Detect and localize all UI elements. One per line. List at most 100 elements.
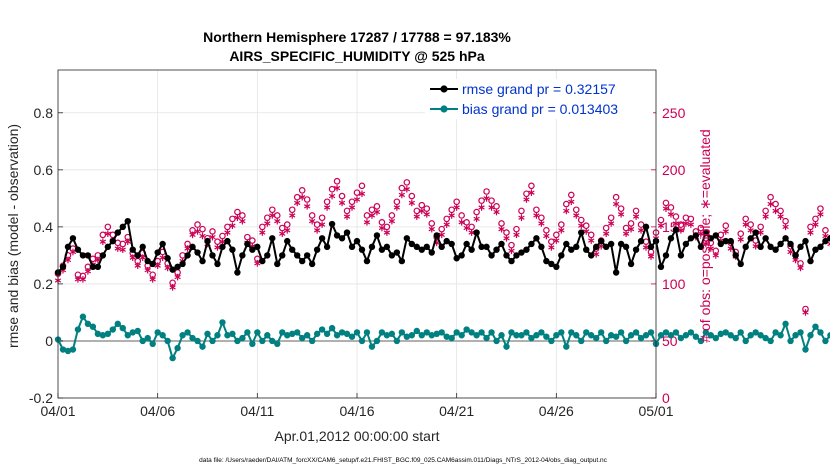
rmse-point [358,246,366,253]
evaluated-obs-stroke [607,221,615,226]
evaluated-obs-marker [672,220,680,227]
evaluated-obs-stroke [772,208,779,214]
rmse-point [752,229,759,236]
bias-point [612,333,620,340]
evaluated-obs-stroke [712,253,719,258]
evaluated-obs-marker [368,212,376,219]
evaluated-obs-marker [682,220,690,227]
rmse-point [553,263,560,270]
evaluated-obs-marker [742,221,749,228]
evaluated-obs-marker [139,254,146,261]
bias-point [483,334,490,342]
rmse-point [513,252,520,259]
evaluated-obs-marker [284,226,291,234]
rmse-point [637,237,645,245]
rmse-point [59,263,67,270]
bias-point [229,330,236,338]
bias-point [583,329,590,336]
bias-point [209,337,216,345]
evaluated-obs-stroke [792,257,799,263]
rmse-point [119,223,126,231]
rmse-point [672,226,680,233]
bias-point [632,329,640,336]
bias-point [403,333,411,340]
evaluated-obs-stroke [403,187,411,192]
y-left-tick-label: 0.2 [34,276,54,292]
evaluated-obs-marker [518,214,525,222]
evaluated-obs-marker [239,217,246,225]
chart-subtitle: AIRS_SPECIFIC_HUMIDITY @ 525 hPa [229,48,485,64]
evaluated-obs-stroke [463,225,470,231]
evaluated-obs-marker [144,266,151,274]
bias-point [518,332,525,339]
rmse-point [99,252,107,259]
bias-point [588,332,595,339]
bias-point [373,337,381,345]
possible-obs-marker [672,213,680,220]
evaluated-obs-marker [259,229,266,236]
evaluated-obs-marker [588,237,595,244]
bias-point [717,330,724,338]
evaluated-obs-stroke [657,223,665,228]
evaluated-obs-marker [488,204,495,211]
evaluated-obs-marker [224,229,231,236]
rmse-point [612,269,620,276]
rmse-point [323,243,331,251]
bias-point [438,329,445,336]
evaluated-obs-stroke [134,263,141,268]
rmse-point [742,243,749,251]
evaluated-obs-marker [468,229,475,236]
rmse-point [298,257,306,265]
rmse-point [89,263,97,270]
bias-point [707,332,715,339]
possible-obs-marker [199,225,206,233]
bias-point [737,329,744,336]
rmse-point [602,243,610,251]
evaluated-obs-stroke [328,193,336,199]
evaluated-obs-marker [503,234,510,242]
evaluated-obs-marker [343,213,351,220]
bias-point [777,332,784,339]
evaluated-obs-stroke [234,215,241,220]
x-tick-label: 04/11 [240,403,274,419]
evaluated-obs-stroke [239,218,246,224]
evaluated-obs-marker [119,246,126,253]
possible-obs-marker [104,223,112,231]
rmse-point [398,257,406,265]
bias-point [214,332,221,339]
possible-obs-marker [777,207,784,215]
rmse-point [503,252,510,259]
bias-point [528,334,535,342]
evaluated-obs-stroke [622,231,630,236]
evaluated-obs-marker [279,230,286,238]
possible-obs-marker [303,196,311,203]
evaluated-obs-stroke [558,228,565,233]
rmse-point [463,240,470,248]
bias-point [672,329,680,336]
evaluated-obs-marker [622,230,630,238]
evaluated-obs-stroke [99,239,107,244]
rmse-point [662,252,670,259]
bias-point [637,334,645,342]
evaluated-obs-stroke [782,224,789,230]
bias-point [368,343,376,350]
bias-point [493,337,500,345]
bias-point [602,337,610,345]
rmse-point [159,240,166,248]
rmse-point [787,240,794,248]
evaluated-obs-marker [747,226,754,234]
bias-point [647,329,655,336]
rmse-point [209,252,216,259]
rmse-point [174,263,181,270]
evaluated-obs-marker [353,196,361,203]
evaluated-obs-marker [777,213,784,220]
evaluated-obs-marker [617,211,625,218]
evaluated-obs-stroke [418,208,425,214]
bias-point [727,332,734,339]
bias-point [383,332,391,339]
evaluated-obs-marker [299,193,306,201]
evaluated-obs-marker [563,207,570,215]
bias-point [413,327,420,335]
bias-point [184,329,191,336]
rmse-point [812,246,819,253]
